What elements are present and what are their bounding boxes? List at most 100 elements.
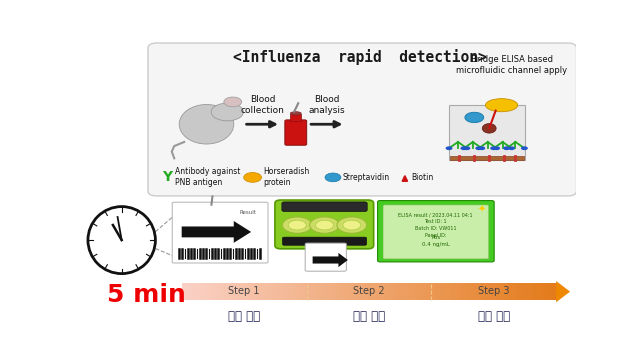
Bar xyxy=(363,283,364,300)
Bar xyxy=(301,283,303,300)
Bar xyxy=(274,283,276,300)
Bar xyxy=(546,283,548,300)
Bar xyxy=(198,283,200,300)
Bar xyxy=(436,283,438,300)
Bar xyxy=(485,283,487,300)
Bar xyxy=(418,283,419,300)
Bar xyxy=(433,283,435,300)
Bar xyxy=(444,283,445,300)
Bar xyxy=(253,283,255,300)
Text: Blood
analysis: Blood analysis xyxy=(308,95,346,115)
Bar xyxy=(511,283,513,300)
Bar xyxy=(520,283,522,300)
Bar xyxy=(490,283,492,300)
Bar xyxy=(492,283,493,300)
Bar xyxy=(449,283,451,300)
Bar xyxy=(474,283,476,300)
Circle shape xyxy=(343,220,361,230)
Bar xyxy=(543,283,544,300)
Bar xyxy=(367,283,369,300)
Bar xyxy=(378,283,380,300)
Bar xyxy=(510,283,512,300)
Bar xyxy=(317,283,318,300)
Bar xyxy=(501,283,503,300)
Bar xyxy=(188,283,189,300)
Bar xyxy=(334,283,336,300)
Bar xyxy=(480,283,482,300)
Bar xyxy=(412,283,413,300)
Bar xyxy=(228,283,230,300)
Bar xyxy=(438,283,439,300)
Bar xyxy=(216,283,218,300)
Bar xyxy=(426,283,428,300)
Bar xyxy=(230,283,232,300)
Bar xyxy=(241,283,243,300)
Bar xyxy=(468,283,469,300)
Circle shape xyxy=(493,146,500,150)
Bar xyxy=(384,283,386,300)
Bar xyxy=(353,283,355,300)
Bar xyxy=(183,283,185,300)
Bar xyxy=(191,283,193,300)
Bar xyxy=(550,283,552,300)
Text: 결과 확인: 결과 확인 xyxy=(477,310,510,324)
Bar xyxy=(467,283,468,300)
Bar xyxy=(404,283,406,300)
Circle shape xyxy=(325,173,341,182)
Bar xyxy=(340,283,342,300)
Bar xyxy=(406,283,408,300)
Bar xyxy=(463,283,464,300)
Bar xyxy=(219,283,221,300)
Bar xyxy=(390,283,392,300)
Bar xyxy=(250,283,252,300)
Bar xyxy=(504,283,506,300)
Bar xyxy=(539,283,540,300)
Bar xyxy=(350,283,352,300)
Text: <Influenza  rapid  detection>: <Influenza rapid detection> xyxy=(234,49,487,65)
FancyBboxPatch shape xyxy=(305,243,346,271)
Bar xyxy=(295,283,297,300)
Text: Step 3: Step 3 xyxy=(478,286,509,296)
Circle shape xyxy=(282,217,312,233)
Bar xyxy=(308,283,310,300)
Bar xyxy=(455,283,457,300)
Bar xyxy=(358,283,360,300)
Bar xyxy=(381,283,383,300)
Bar xyxy=(233,283,235,300)
Bar xyxy=(213,283,214,300)
Bar xyxy=(552,283,554,300)
Bar xyxy=(259,283,261,300)
Bar xyxy=(221,283,223,300)
Circle shape xyxy=(463,146,470,150)
Bar xyxy=(525,283,527,300)
Bar xyxy=(514,283,515,300)
Bar xyxy=(313,283,314,300)
Bar xyxy=(392,283,394,300)
Bar xyxy=(394,283,396,300)
Polygon shape xyxy=(556,281,570,302)
Bar xyxy=(345,283,347,300)
Bar xyxy=(294,283,296,300)
Bar xyxy=(496,283,498,300)
Bar xyxy=(282,283,284,300)
Bar xyxy=(254,283,256,300)
Circle shape xyxy=(310,217,339,233)
Bar xyxy=(383,283,385,300)
Ellipse shape xyxy=(179,104,234,144)
Bar xyxy=(408,283,410,300)
Bar xyxy=(252,283,253,300)
Bar xyxy=(392,283,393,300)
FancyBboxPatch shape xyxy=(282,202,367,211)
Bar xyxy=(287,283,288,300)
Bar xyxy=(413,283,414,300)
Bar xyxy=(449,156,524,160)
Bar xyxy=(370,283,372,300)
Bar xyxy=(541,283,543,300)
Bar xyxy=(405,283,407,300)
FancyBboxPatch shape xyxy=(282,237,367,245)
Circle shape xyxy=(316,220,333,230)
Bar xyxy=(532,283,534,300)
Ellipse shape xyxy=(483,124,496,133)
Circle shape xyxy=(521,146,528,150)
Bar xyxy=(298,283,300,300)
